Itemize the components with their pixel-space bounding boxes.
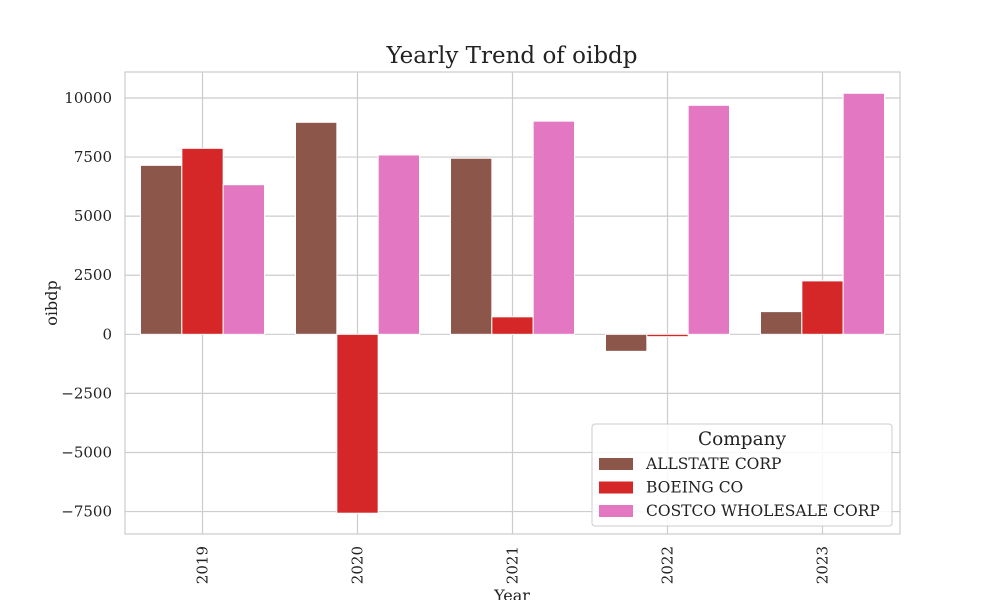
- x-tick-labels: 2019 2020 2021 2022 2023: [194, 546, 832, 584]
- bar: [377, 154, 420, 335]
- legend-label: ALLSTATE CORP: [645, 455, 781, 473]
- legend-swatch: [599, 458, 633, 470]
- y-tick-label: 0: [102, 325, 112, 343]
- legend: Company ALLSTATE CORP BOEING CO COSTCO WHO…: [591, 423, 893, 527]
- bar: [801, 280, 844, 335]
- bars: [140, 92, 886, 514]
- bar: [760, 311, 803, 335]
- legend-label: BOEING CO: [646, 479, 743, 497]
- x-tick-label: 2019: [194, 546, 212, 584]
- legend-label: COSTCO WHOLESALE CORP: [646, 502, 880, 520]
- legend-box: [591, 423, 893, 527]
- legend-title: Company: [698, 429, 787, 450]
- x-axis-title: Year: [493, 586, 530, 600]
- y-tick-label: −2500: [61, 384, 112, 402]
- bar: [181, 147, 224, 335]
- x-tick-label: 2023: [814, 546, 832, 584]
- y-tick-labels: −7500 −5000 −2500 0 2500 5000 7500 10000: [61, 89, 112, 521]
- bar: [222, 184, 266, 335]
- bar: [646, 333, 689, 338]
- y-tick-label: 5000: [74, 207, 112, 225]
- legend-entries: ALLSTATE CORP BOEING CO COSTCO WHOLESALE C…: [599, 455, 880, 520]
- y-tick-label: 2500: [74, 266, 112, 284]
- bar: [532, 120, 576, 335]
- y-tick-label: 10000: [64, 89, 112, 107]
- x-tick-label: 2022: [659, 546, 677, 584]
- bar: [336, 333, 379, 514]
- bar: [491, 316, 534, 335]
- bar: [450, 157, 493, 335]
- y-tick-label: −7500: [61, 503, 112, 521]
- x-tick-label: 2021: [504, 546, 522, 584]
- y-tick-label: 7500: [74, 148, 112, 166]
- bar: [605, 333, 648, 352]
- y-axis-title: oibdp: [42, 280, 61, 325]
- legend-swatch: [599, 505, 633, 517]
- bar: [687, 104, 731, 335]
- y-tick-label: −5000: [61, 443, 112, 461]
- legend-swatch: [599, 481, 633, 494]
- x-tick-label: 2020: [349, 546, 367, 584]
- bar: [295, 121, 338, 335]
- chart-title: Yearly Trend of oibdp: [385, 43, 637, 69]
- plot-frame: [124, 71, 901, 535]
- bar: [140, 164, 183, 335]
- bar: [842, 92, 886, 335]
